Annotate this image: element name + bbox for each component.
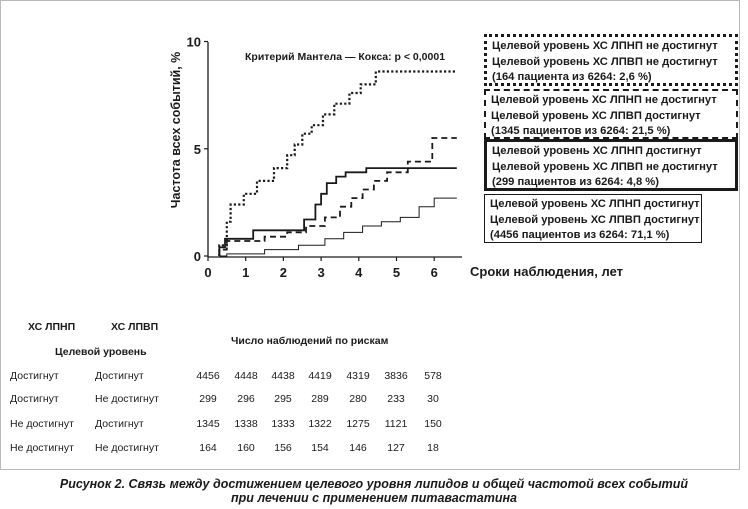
risk-count-cell: 1322 xyxy=(308,418,332,430)
risk-row-ldl: Достигнут xyxy=(10,370,59,382)
risk-count-cell: 150 xyxy=(424,418,442,430)
risk-count-cell: 1345 xyxy=(196,418,220,430)
risk-count-cell: 295 xyxy=(274,393,292,405)
figure-caption-line2: при лечении с применением питавастатина xyxy=(231,491,517,505)
legend-line: (164 пациента из 6264: 2,6 %) xyxy=(492,71,652,83)
risk-count-cell: 156 xyxy=(274,442,292,454)
legend-line: Целевой уровень ХС ЛПВП достигнут xyxy=(490,213,700,226)
y-tick-label: 5 xyxy=(194,142,201,157)
series-line-3 xyxy=(218,167,457,256)
legend-entry-ldl-yes-hdl-yes: Целевой уровень ХС ЛПНП достигнут Целево… xyxy=(484,194,702,243)
risk-row-hdl: Достигнут xyxy=(95,418,144,430)
risk-count-cell: 1338 xyxy=(234,418,258,430)
y-tick-label: 0 xyxy=(194,249,201,264)
risk-count-cell: 3836 xyxy=(384,370,408,382)
risk-count-cell: 1121 xyxy=(384,418,408,430)
x-tick-label: 4 xyxy=(355,265,363,280)
x-tick-label: 6 xyxy=(431,265,438,280)
legend-line: (4456 пациентов из 6264: 71,1 %) xyxy=(490,229,670,241)
risk-row-hdl: Не достигнут xyxy=(95,442,159,454)
risk-group-header: Целевой уровень xyxy=(55,346,147,358)
risk-count-cell: 127 xyxy=(387,442,405,454)
figure-caption-line1: Рисунок 2. Связь между достижением целев… xyxy=(59,477,689,491)
y-tick-label: 10 xyxy=(187,35,201,50)
legend-line: Целевой уровень ХС ЛПВП достигнут xyxy=(491,109,701,122)
risk-row-ldl: Достигнут xyxy=(10,393,59,405)
risk-count-cell: 18 xyxy=(427,442,439,454)
x-tick-label: 5 xyxy=(393,265,400,280)
x-tick-label: 2 xyxy=(280,265,287,280)
series-line-4 xyxy=(219,197,457,257)
risk-row-ldl: Не достигнут xyxy=(10,442,74,454)
risk-count-cell: 4319 xyxy=(346,370,370,382)
legend-line: Целевой уровень ХС ЛПНП достигнут xyxy=(490,198,700,210)
risk-numbers-header: Число наблюдений по рискам xyxy=(231,335,389,347)
risk-count-cell: 4448 xyxy=(234,370,258,382)
chart-axes: 0 5 10 0 1 2 3 4 5 6 xyxy=(187,35,462,280)
legend-line: Целевой уровень ХС ЛПНП не достигнут xyxy=(491,94,717,106)
series-line-1 xyxy=(218,70,457,256)
risk-count-cell: 154 xyxy=(311,442,329,454)
legend-line: (299 пациентов из 6264: 4,8 %) xyxy=(492,176,659,188)
mantel-cox-annotation: Критерий Мантела — Кокса: p < 0,0001 xyxy=(245,51,445,63)
legend-line: (1345 пациентов из 6264: 21,5 %) xyxy=(491,125,671,137)
risk-count-cell: 1333 xyxy=(271,418,295,430)
risk-count-cell: 160 xyxy=(237,442,255,454)
x-tick-label: 0 xyxy=(204,265,211,280)
x-axis-label: Сроки наблюдения, лет xyxy=(470,264,623,279)
chart-series xyxy=(218,70,457,257)
legend-line: Целевой уровень ХС ЛПВП не достигнут xyxy=(492,160,718,173)
risk-count-cell: 289 xyxy=(311,393,329,405)
risk-row-hdl: Достигнут xyxy=(95,370,144,382)
risk-count-cell: 299 xyxy=(199,393,217,405)
legend-line: Целевой уровень ХС ЛПВП не достигнут xyxy=(492,55,718,68)
series-line-2 xyxy=(218,137,457,256)
risk-count-cell: 30 xyxy=(427,393,439,405)
risk-count-cell: 4438 xyxy=(271,370,295,382)
risk-count-cell: 164 xyxy=(199,442,217,454)
risk-count-cell: 4456 xyxy=(196,370,220,382)
risk-row-ldl: Не достигнут xyxy=(10,418,74,430)
x-tick-label: 3 xyxy=(317,265,324,280)
legend-entry-ldl-yes-hdl-no: Целевой уровень ХС ЛПНП достигнут Целево… xyxy=(484,139,738,191)
legend-entry-ldl-no-hdl-no: Целевой уровень ХС ЛПНП не достигнут Цел… xyxy=(484,34,738,86)
risk-col-ldl-header: ХС ЛПНП xyxy=(28,321,76,333)
risk-count-cell: 578 xyxy=(424,370,442,382)
risk-count-cell: 4419 xyxy=(308,370,332,382)
risk-count-cell: 146 xyxy=(349,442,367,454)
legend-entry-ldl-no-hdl-yes: Целевой уровень ХС ЛПНП не достигнут Цел… xyxy=(484,89,738,139)
risk-row-hdl: Не достигнут xyxy=(95,393,159,405)
risk-col-hdl-header: ХС ЛПВП xyxy=(111,321,159,333)
legend-line: Целевой уровень ХС ЛПНП не достигнут xyxy=(492,40,718,52)
y-axis-label: Частота всех событий, % xyxy=(169,52,183,209)
x-tick-label: 1 xyxy=(242,265,249,280)
risk-count-cell: 280 xyxy=(349,393,367,405)
risk-count-cell: 296 xyxy=(237,393,255,405)
legend-line: Целевой уровень ХС ЛПНП достигнут xyxy=(492,145,702,157)
risk-count-cell: 1275 xyxy=(346,418,370,430)
risk-count-cell: 233 xyxy=(387,393,405,405)
